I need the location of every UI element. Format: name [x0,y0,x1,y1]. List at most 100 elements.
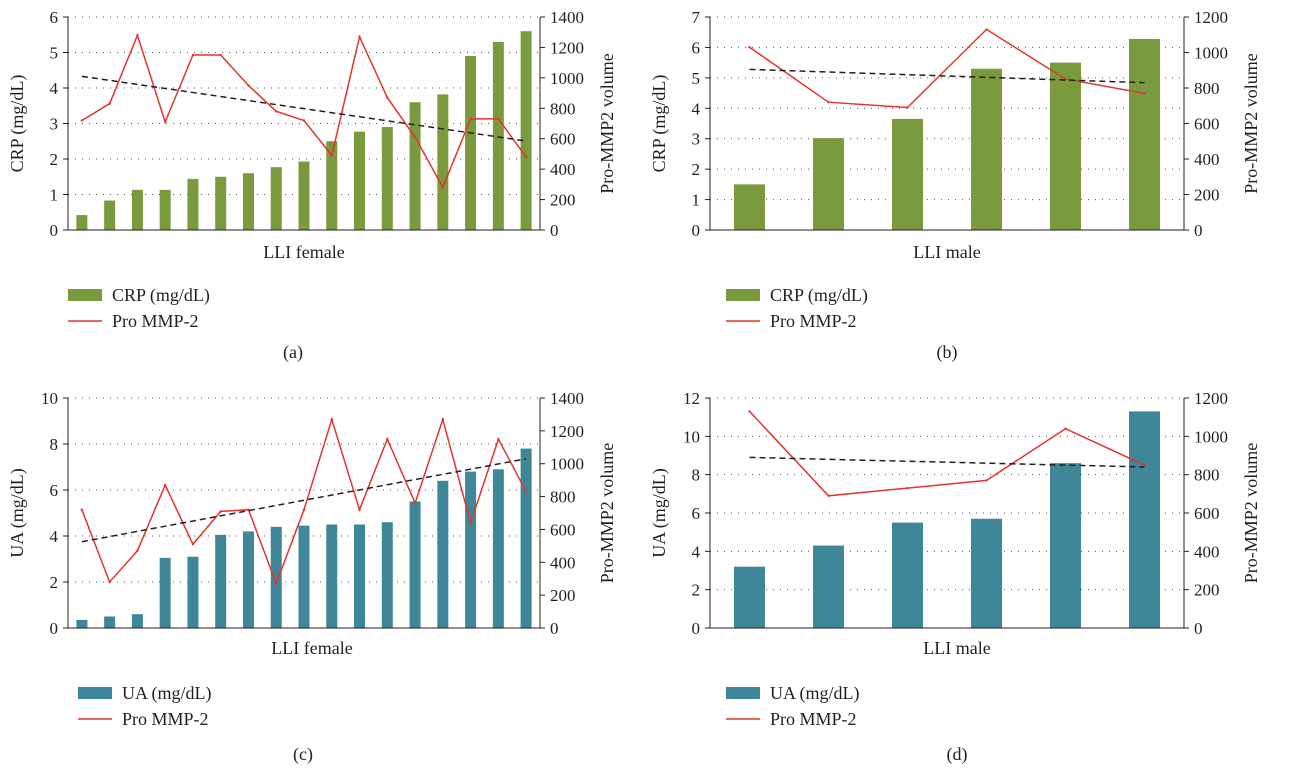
y2-tick-label: 0 [1194,619,1203,638]
y2-tick-label: 400 [1194,542,1220,561]
line-point [80,119,84,122]
panel-caption: (c) [293,744,313,765]
line-point [827,101,830,104]
legend-swatch-bar [726,687,760,699]
bar [104,616,116,628]
y-tick-label: 4 [50,527,59,546]
line-point [247,84,250,87]
y-tick-label: 6 [692,504,701,523]
bar [131,614,143,628]
y-axis-title: UA (mg/dL) [649,468,670,558]
y2-tick-label: 1000 [550,69,584,88]
line-point [906,486,909,490]
panel-caption: (a) [283,342,303,363]
line-point [497,437,500,441]
y2-tick-label: 1000 [550,455,584,474]
line-point [469,117,472,121]
y2-tick-label: 800 [1194,79,1220,98]
line-point [1064,427,1067,430]
line-point [985,479,988,482]
y-tick-label: 3 [692,130,701,149]
legend: CRP (mg/dL) Pro MMP-2 [726,285,868,331]
bar [813,138,844,230]
y-tick-label: 0 [50,221,59,240]
legend: UA (mg/dL) Pro MMP-2 [726,683,860,729]
line-point [1143,463,1146,467]
bar [104,200,116,230]
bar [409,102,421,230]
panel-caption: (b) [937,342,958,363]
y2-tick-label: 1200 [1194,389,1228,408]
line-point [191,543,195,546]
y-tick-label: 10 [683,427,700,446]
line-point [108,580,111,584]
y2-tick-label: 0 [1194,221,1203,240]
legend-label: Pro MMP-2 [122,709,209,729]
bar [1129,38,1160,231]
bar [465,56,477,230]
bar [1050,62,1081,231]
line-point [441,186,445,189]
bar [492,469,504,628]
line-point [219,53,222,57]
line-point [136,549,139,552]
bar [520,31,532,231]
bar [381,127,393,230]
y-tick-label: 2 [692,160,701,179]
y-tick-label: 4 [692,99,701,118]
bar [326,141,338,230]
legend: UA (mg/dL) Pro MMP-2 [78,683,212,729]
y2-tick-label: 1200 [550,38,584,57]
y-tick-label: 0 [50,619,59,638]
line-point [441,418,445,421]
legend: CRP (mg/dL) Pro MMP-2 [68,285,210,331]
legend-label: Pro MMP-2 [770,709,857,729]
bar [437,480,449,628]
y-tick-label: 2 [50,573,59,592]
y2-tick-label: 600 [550,520,576,539]
bar [381,522,393,628]
bar [892,522,923,628]
bar [270,526,282,628]
bar [242,531,254,628]
y2-tick-label: 400 [550,160,576,179]
bar [76,215,88,230]
line-point [358,35,361,38]
line-point [1143,92,1146,95]
y-tick-label: 6 [50,8,59,27]
legend-label: CRP (mg/dL) [770,285,868,306]
bar [971,518,1002,628]
y2-tick-label: 600 [550,130,576,149]
y-tick-label: 6 [50,481,59,500]
line-point [524,155,528,159]
bar [326,524,338,628]
bar [892,118,923,230]
line-point [497,117,500,121]
line-point [524,490,528,493]
legend-swatch-bar [78,687,112,699]
y2-tick-label: 400 [550,553,576,572]
bar [409,501,421,628]
y-tick-label: 4 [692,542,701,561]
y2-tick-label: 600 [1194,504,1220,523]
x-axis-title: LLI male [923,638,990,658]
series-line [748,410,1145,497]
chart-panel-d: 0 2 4 6 8 10 12 0 200 400 600 800 1000 1200 UA (mg/dL)… [649,389,1261,765]
trend-line [749,68,1145,84]
y-axis-title: CRP (mg/dL) [7,75,28,173]
y-tick-label: 10 [41,389,58,408]
y2-tick-label: 0 [550,619,559,638]
line-point [191,53,195,57]
y2-tick-label: 200 [550,191,576,210]
trend-line [81,75,527,142]
y-tick-label: 2 [692,581,701,600]
line-point [748,45,751,49]
y-tick-label: 1 [50,186,59,205]
bar [465,471,477,628]
y2-tick-label: 200 [1194,186,1220,205]
y2-tick-label: 800 [1194,466,1220,485]
legend-label: UA (mg/dL) [122,683,212,704]
y2-tick-label: 1200 [550,422,584,441]
line-point [163,483,167,487]
y2-tick-label: 1000 [1194,427,1228,446]
